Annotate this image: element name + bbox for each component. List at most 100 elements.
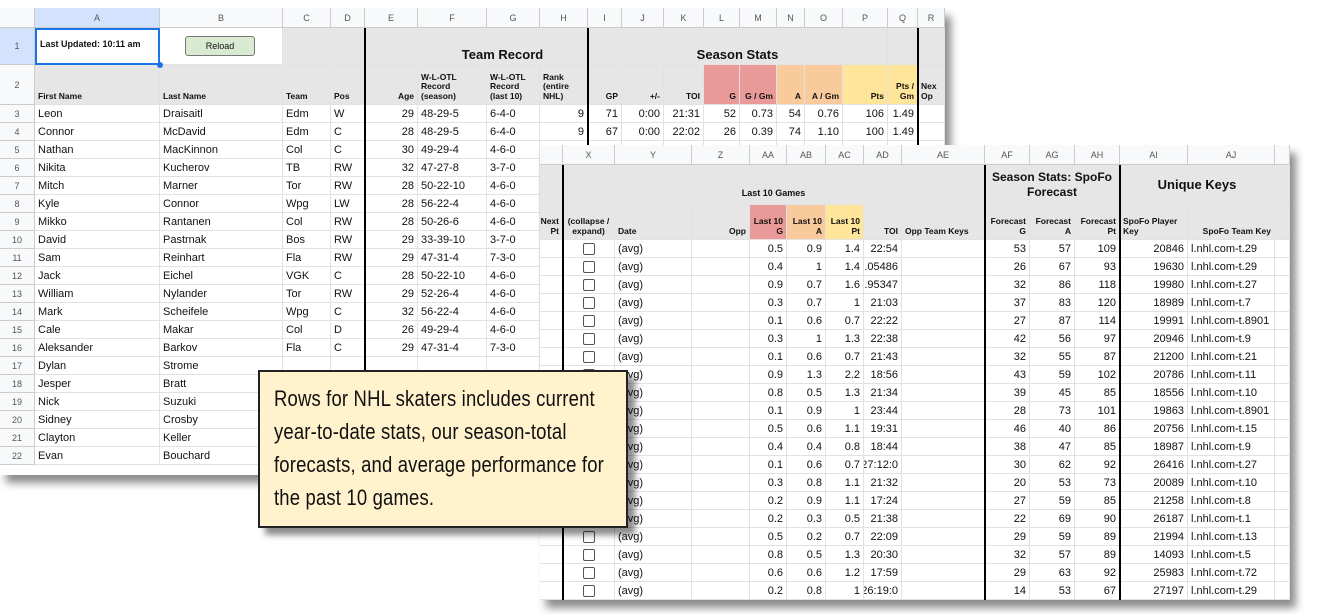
- cell: 56-22-4: [418, 195, 487, 213]
- column-header: W-L-OTL Record (last 10): [487, 65, 540, 105]
- cell: RW: [331, 285, 365, 303]
- empty-cell: [540, 330, 563, 348]
- column-letter: H: [540, 8, 588, 28]
- column-header: Date: [615, 205, 692, 240]
- cell: 0.9: [787, 492, 826, 510]
- checkbox[interactable]: [582, 548, 595, 561]
- checkbox[interactable]: [582, 332, 595, 345]
- cell: 20: [985, 474, 1030, 492]
- cell: Mark: [35, 303, 160, 321]
- row-number: 2: [0, 65, 35, 105]
- cell: 20786: [1120, 366, 1188, 384]
- cell: Eichel: [160, 267, 283, 285]
- cell: 7-3-0: [487, 339, 540, 357]
- empty-cell: [1275, 492, 1290, 510]
- empty-cell: [692, 348, 750, 366]
- cell: Pastrnak: [160, 231, 283, 249]
- cell: 0.7: [826, 312, 864, 330]
- cell: 9: [540, 123, 588, 141]
- cell: 0.7: [826, 528, 864, 546]
- cell: 0.2: [750, 582, 787, 600]
- cell: 45: [1030, 384, 1075, 402]
- cell: 1: [787, 258, 826, 276]
- empty-cell: [692, 258, 750, 276]
- cell: 100: [843, 123, 888, 141]
- cell: 55: [1030, 348, 1075, 366]
- row-number: 1: [0, 28, 35, 65]
- border: [1119, 165, 1121, 600]
- callout: Rows for NHL skaters includes current ye…: [258, 370, 628, 528]
- cell: 27197: [1120, 582, 1188, 600]
- cell: 0.7: [826, 348, 864, 366]
- column-letter: F: [418, 8, 487, 28]
- cell: Col: [283, 213, 331, 231]
- empty-cell: [902, 384, 985, 402]
- cell: Edm: [283, 105, 331, 123]
- column-letter: G: [487, 8, 540, 28]
- cell: 20:30: [864, 546, 902, 564]
- empty-cell: [902, 276, 985, 294]
- team-record-header: Team Record: [418, 28, 588, 65]
- checkbox[interactable]: [582, 584, 595, 597]
- cell: LW: [331, 195, 365, 213]
- checkbox[interactable]: [582, 566, 595, 579]
- cell: 32: [985, 276, 1030, 294]
- column-letter: N: [777, 8, 805, 28]
- row-number: 12: [0, 267, 35, 285]
- column-header: +/-: [622, 65, 664, 105]
- empty-cell: [1275, 420, 1290, 438]
- checkbox[interactable]: [582, 350, 595, 363]
- checkbox[interactable]: [582, 530, 595, 543]
- cell: 50-22-10: [418, 267, 487, 285]
- empty-cell: [902, 348, 985, 366]
- checkbox[interactable]: [582, 260, 595, 273]
- header-fill: [1275, 165, 1290, 205]
- cell: 48-29-5: [418, 123, 487, 141]
- checkbox[interactable]: [582, 278, 595, 291]
- cell: (avg): [615, 528, 692, 546]
- cell: 21994: [1120, 528, 1188, 546]
- cell: 87: [1030, 312, 1075, 330]
- cell: 67: [588, 123, 622, 141]
- cell: l.nhl.com-t.8901: [1188, 402, 1275, 420]
- column-letter: L: [704, 8, 740, 28]
- cell: l.nhl.com-t.15: [1188, 420, 1275, 438]
- empty-cell: [1275, 258, 1290, 276]
- cell: 32: [985, 546, 1030, 564]
- checkbox[interactable]: [582, 242, 595, 255]
- checkbox[interactable]: [582, 314, 595, 327]
- column-header: (collapse / expand): [563, 205, 615, 240]
- column-letter: AA: [750, 145, 787, 165]
- empty-cell: [540, 258, 563, 276]
- empty-cell: [563, 276, 615, 294]
- cell: 1: [787, 330, 826, 348]
- cell: 109: [1075, 240, 1120, 258]
- cell: 20846: [1120, 240, 1188, 258]
- column-letter: P: [843, 8, 888, 28]
- cell: l.nhl.com-t.13: [1188, 528, 1275, 546]
- checkbox[interactable]: [582, 296, 595, 309]
- reload-button[interactable]: Reload: [185, 36, 255, 56]
- cell: (avg): [615, 258, 692, 276]
- column-letter: A: [35, 8, 160, 28]
- column-letter: X: [563, 145, 615, 165]
- empty-cell: [563, 258, 615, 276]
- row-number: 17: [0, 357, 35, 375]
- cell: 27: [985, 492, 1030, 510]
- cell: 1: [826, 294, 864, 312]
- cell: 52-26-4: [418, 285, 487, 303]
- cell: 21:43: [864, 348, 902, 366]
- cell: 67: [1030, 258, 1075, 276]
- cell: 0.3: [750, 330, 787, 348]
- empty-cell: [918, 123, 945, 141]
- cell: (avg): [615, 294, 692, 312]
- column-header: Team: [283, 65, 331, 105]
- cell: 0.95347: [864, 276, 902, 294]
- cell: 97: [1075, 330, 1120, 348]
- cell: 0.39: [740, 123, 777, 141]
- column-letter: Y: [615, 145, 692, 165]
- cell: Kyle: [35, 195, 160, 213]
- cell: 28: [365, 213, 418, 231]
- cell: 22:38: [864, 330, 902, 348]
- cell: 30: [365, 141, 418, 159]
